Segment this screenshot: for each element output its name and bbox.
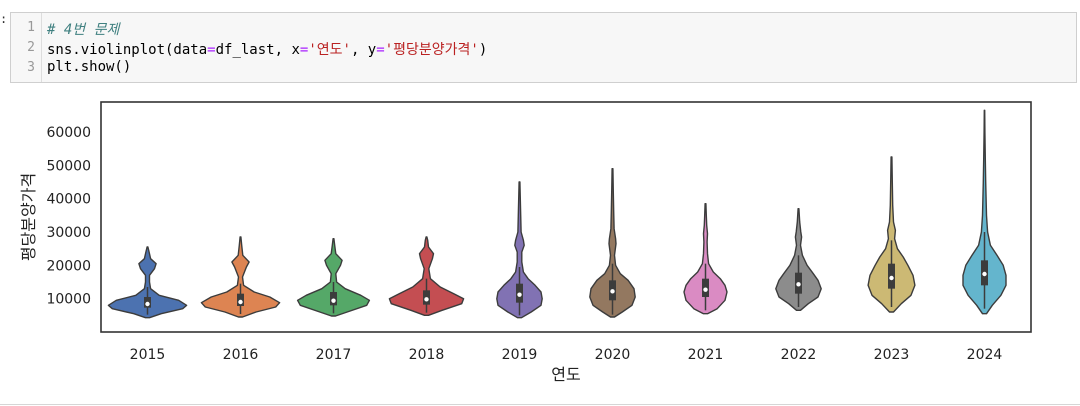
x-axis-label: 연도 [551,365,580,384]
output-area: 10000 20000 30000 40000 50000 60000 2015 2016 20… [10,92,1070,392]
median-dot-2018 [424,297,429,302]
code-line: plt.show() [47,59,131,75]
line-number: 2 [27,40,35,55]
median-dot-2022 [796,282,801,287]
code-token: = [376,42,385,58]
x-tick-label: 2022 [781,347,817,363]
code-token: sns.violinplot(data [47,42,208,58]
code-token: plt.show() [47,59,132,75]
y-tick-label: 40000 [46,192,91,208]
cell-prompt: : [0,12,8,26]
line-number: 3 [27,60,35,75]
violin-chart: 10000 20000 30000 40000 50000 60000 2015 2016 20… [19,101,1032,384]
median-dot-2017 [331,298,336,303]
violin-2024 [962,109,1007,315]
median-dot-2024 [982,271,987,277]
code-token: ) [478,42,488,58]
code-line: sns.violinplot(data=df_last, x='연도', y='… [47,39,487,59]
violin-2019 [496,181,543,319]
violin-2015 [107,246,188,319]
violin-2020 [589,168,636,318]
violin-2016 [200,236,281,318]
code-token: = [299,42,309,58]
x-tick-label: 2017 [316,347,352,363]
x-tick-label: 2020 [595,347,631,363]
median-dot-2023 [889,275,894,281]
median-dot-2019 [517,292,522,297]
code-token: , y [350,42,377,58]
x-tick-label: 2023 [874,347,910,363]
x-tick-label: 2015 [130,347,166,363]
y-tick-label: 60000 [46,125,91,141]
plot-frame [100,101,1032,333]
code-token: # 4번 문제 [47,22,120,38]
violin-2018 [388,236,465,316]
violin-2021 [683,203,728,315]
cell-divider [0,404,1080,405]
median-dot-2020 [610,289,615,294]
y-tick-label: 30000 [46,225,91,241]
code-token: df_last, x [215,42,300,58]
code-token: '평당분양가격' [384,42,479,58]
x-tick-label: 2019 [502,347,538,363]
y-tick-label: 10000 [46,292,91,308]
code-token: = [207,42,216,58]
median-dot-2021 [703,287,708,292]
x-tick-label: 2016 [223,347,259,363]
line-number-gutter: 1 2 3 [11,13,42,82]
y-tick-label: 20000 [46,258,91,274]
x-tick-label: 2021 [688,347,724,363]
line-number: 1 [27,20,35,35]
median-dot-2015 [145,301,150,307]
violin-2023 [867,156,916,313]
violin-2017 [296,238,371,317]
x-tick-label: 2018 [409,347,445,363]
y-axis-label: 평당분양가격 [19,173,38,261]
code-token: '연도' [308,42,351,58]
code-line: # 4번 문제 [47,19,119,39]
y-tick-label: 50000 [46,158,91,174]
x-tick-label: 2024 [967,347,1003,363]
median-dot-2016 [238,299,243,305]
